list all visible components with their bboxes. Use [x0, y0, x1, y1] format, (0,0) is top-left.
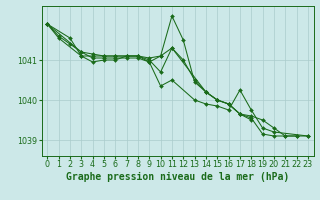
X-axis label: Graphe pression niveau de la mer (hPa): Graphe pression niveau de la mer (hPa)	[66, 172, 289, 182]
